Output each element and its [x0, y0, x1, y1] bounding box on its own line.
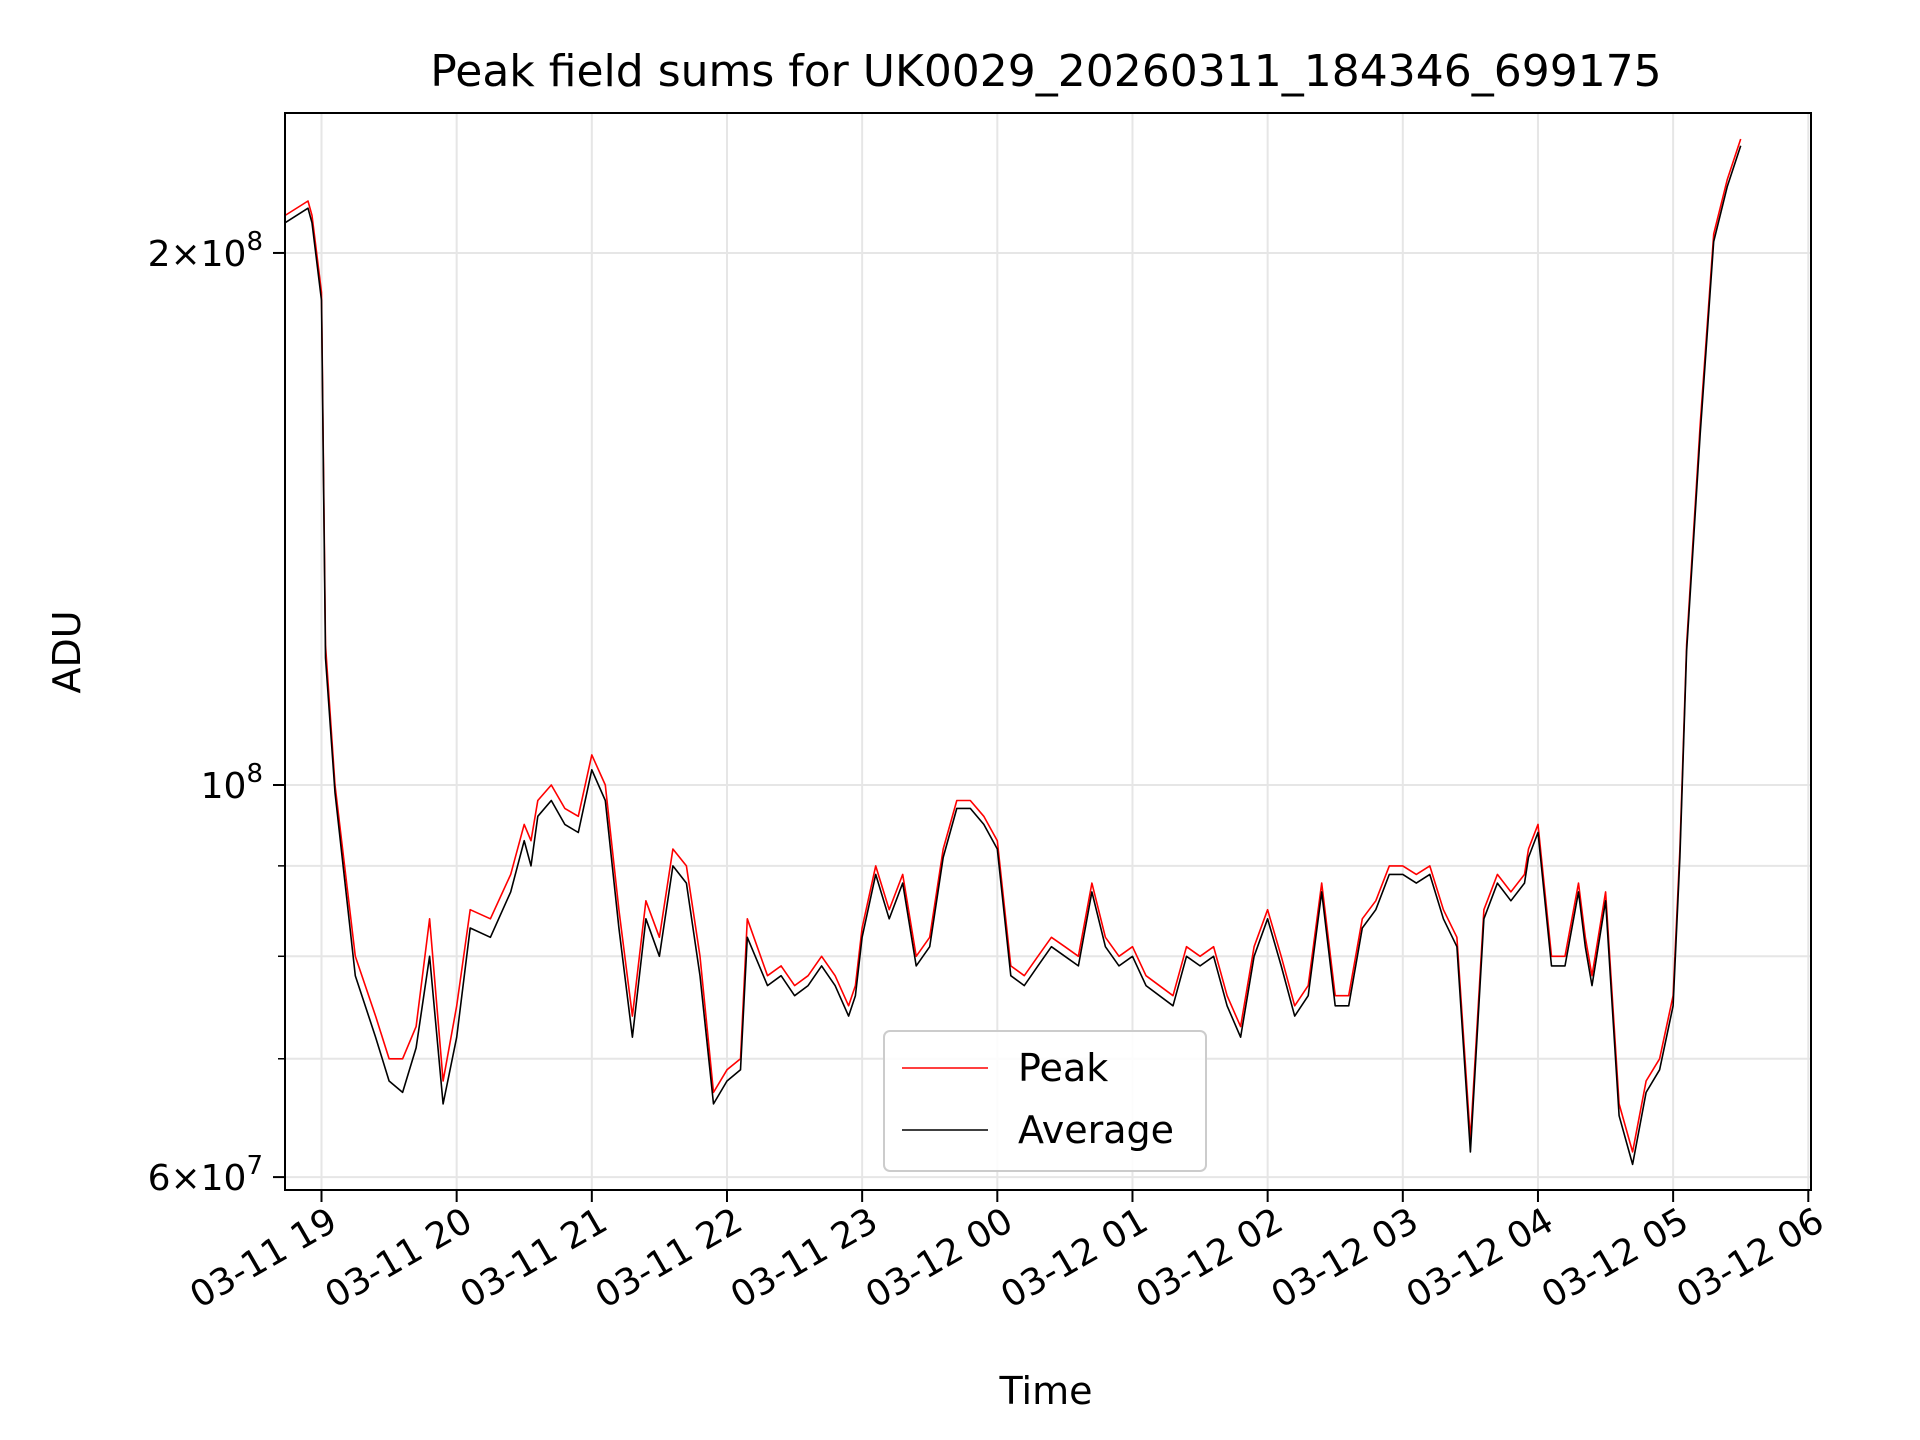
y-tick-label-base: 2×10 — [148, 234, 247, 275]
legend-label-average: Average — [1018, 1108, 1174, 1152]
series-layer — [284, 138, 1742, 1166]
y-tick-label-exponent: 8 — [246, 227, 263, 257]
chart-title: Peak field sums for UK0029_20260311_1843… — [430, 46, 1661, 97]
x-tick-label: 03-12 06 — [1670, 1200, 1831, 1316]
x-tick-label: 03-11 19 — [183, 1200, 344, 1316]
x-tick-label: 03-12 00 — [859, 1200, 1020, 1316]
legend-box — [883, 1030, 1207, 1172]
series-line-peak — [284, 138, 1742, 1153]
x-tick-label: 03-11 23 — [724, 1200, 885, 1316]
plot-area-frame — [284, 112, 1812, 1191]
x-tick-label: 03-11 22 — [589, 1200, 750, 1316]
x-tick-label: 03-12 04 — [1400, 1200, 1561, 1316]
legend: Peak Average — [883, 1030, 1207, 1172]
x-tick-label: 03-12 02 — [1129, 1200, 1290, 1316]
x-tick-label: 03-11 21 — [454, 1200, 615, 1316]
x-axis-label: Time — [999, 1369, 1093, 1413]
y-axis-label: ADU — [45, 610, 89, 693]
x-tick-label: 03-12 01 — [994, 1200, 1155, 1316]
y-tick-label: 6×107 — [148, 1151, 263, 1199]
y-tick-label-base: 6×10 — [148, 1158, 247, 1199]
y-tick-label-base: 10 — [201, 766, 247, 807]
legend-label-peak: Peak — [1018, 1046, 1108, 1090]
y-tick-label-exponent: 8 — [246, 759, 263, 789]
y-tick-label: 2×108 — [148, 227, 263, 275]
y-tick-label-exponent: 7 — [246, 1151, 263, 1181]
x-tick-label: 03-12 05 — [1535, 1200, 1696, 1316]
x-tick-label: 03-11 20 — [318, 1200, 479, 1316]
series-line-average — [284, 145, 1742, 1166]
grid — [285, 113, 1811, 1190]
x-tick-label: 03-12 03 — [1265, 1200, 1426, 1316]
y-tick-label: 108 — [201, 759, 263, 807]
